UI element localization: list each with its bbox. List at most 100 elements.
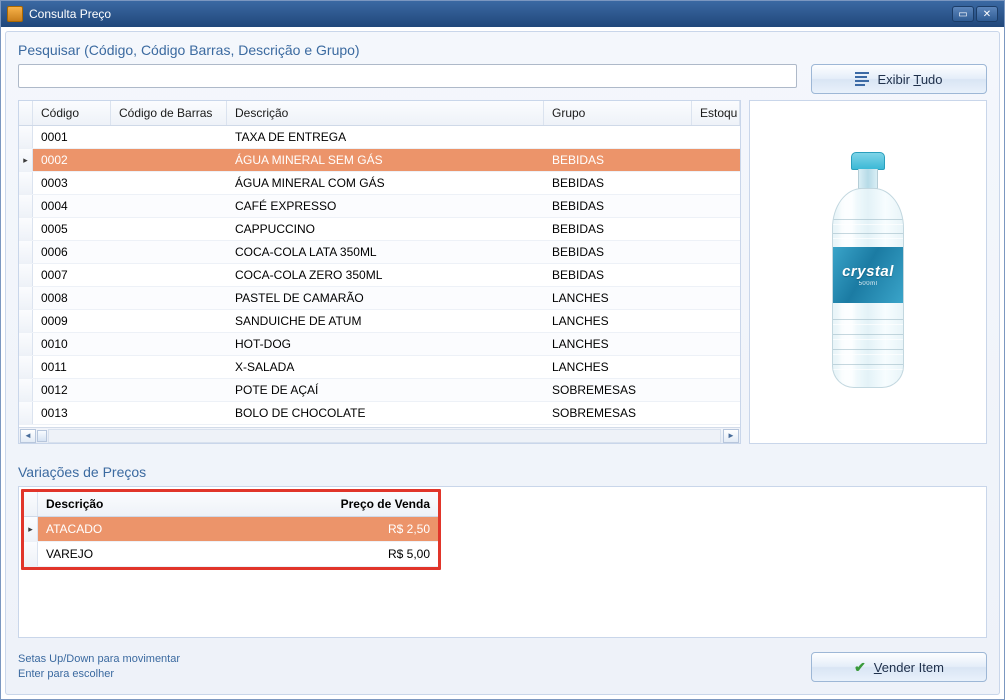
table-row[interactable]: 0011 X-SALADALANCHES [19,356,740,379]
cell-grupo: LANCHES [544,333,692,355]
titlebar[interactable]: Consulta Preço ▭ ✕ [1,1,1004,27]
cell-barras [111,264,227,286]
sell-item-button[interactable]: ✔ Vender Item [811,652,987,682]
cell-codigo: 0003 [33,172,111,194]
price-cell-descricao: VAREJO [38,542,318,566]
close-button[interactable]: ✕ [976,6,998,22]
scroll-left-button[interactable]: ◄ [20,429,36,443]
cell-grupo: BEBIDAS [544,218,692,240]
price-cell-descricao: ATACADO [38,517,318,541]
cell-estoque [692,264,740,286]
cell-estoque [692,172,740,194]
price-variations-panel: Descrição Preço de Venda ▸ATACADOR$ 2,50… [18,486,987,638]
col-estoque[interactable]: Estoqu [692,101,740,125]
products-grid[interactable]: Código Código de Barras Descrição Grupo … [18,100,741,444]
row-indicator [19,126,33,148]
cell-descricao: CAPPUCCINO [227,218,544,240]
row-indicator [19,195,33,217]
horizontal-splitter[interactable] [18,450,987,456]
cell-descricao: SANDUICHE DE ATUM [227,310,544,332]
cell-codigo: 0002 [33,149,111,171]
cell-codigo: 0009 [33,310,111,332]
price-grid[interactable]: Descrição Preço de Venda ▸ATACADOR$ 2,50… [21,489,441,570]
table-row[interactable]: 0008PASTEL DE CAMARÃOLANCHES [19,287,740,310]
cell-codigo: 0011 [33,356,111,378]
minimize-button[interactable]: ▭ [952,6,974,22]
scroll-track[interactable] [48,429,721,443]
price-grid-header[interactable]: Descrição Preço de Venda [24,492,438,517]
cell-grupo: LANCHES [544,356,692,378]
cell-codigo: 0006 [33,241,111,263]
price-col-descricao[interactable]: Descrição [38,492,318,516]
list-icon [855,72,869,86]
price-cell-valor: R$ 5,00 [318,542,438,566]
cell-estoque [692,402,740,424]
cell-descricao: ÁGUA MINERAL SEM GÁS [227,149,544,171]
row-indicator-header [19,101,33,125]
horizontal-scrollbar[interactable]: ◄ ► [19,427,740,443]
table-row[interactable]: 0003ÁGUA MINERAL COM GÁSBEBIDAS [19,172,740,195]
table-row[interactable]: ▸0002ÁGUA MINERAL SEM GÁSBEBIDAS [19,149,740,172]
cell-descricao: POTE DE AÇAÍ [227,379,544,401]
cell-barras [111,356,227,378]
cell-barras [111,126,227,148]
price-row[interactable]: VAREJOR$ 5,00 [24,542,438,567]
cell-estoque [692,126,740,148]
product-image: crystal 500ml [828,152,908,392]
cell-grupo: SOBREMESAS [544,402,692,424]
table-row[interactable]: 0007COCA-COLA ZERO 350MLBEBIDAS [19,264,740,287]
product-brand: crystal [842,263,894,280]
table-row[interactable]: 0005CAPPUCCINOBEBIDAS [19,218,740,241]
col-codigo-barras[interactable]: Código de Barras [111,101,227,125]
row-indicator [19,241,33,263]
price-row[interactable]: ▸ATACADOR$ 2,50 [24,517,438,542]
cell-barras [111,402,227,424]
scroll-right-button[interactable]: ► [723,429,739,443]
search-input[interactable] [18,64,797,88]
grid-header[interactable]: Código Código de Barras Descrição Grupo … [19,101,740,126]
price-row-indicator-header [24,492,38,516]
client-area: Pesquisar (Código, Código Barras, Descri… [5,31,1000,695]
cell-codigo: 0008 [33,287,111,309]
table-row[interactable]: 0004CAFÉ EXPRESSOBEBIDAS [19,195,740,218]
table-row[interactable]: 0006 COCA-COLA LATA 350MLBEBIDAS [19,241,740,264]
check-icon: ✔ [854,659,866,676]
row-indicator: ▸ [19,149,33,171]
cell-grupo: BEBIDAS [544,241,692,263]
search-label: Pesquisar (Código, Código Barras, Descri… [18,42,987,58]
table-row[interactable]: 0001TAXA DE ENTREGA [19,126,740,149]
cell-estoque [692,287,740,309]
cell-estoque [692,195,740,217]
table-row[interactable]: 0010HOT-DOGLANCHES [19,333,740,356]
row-indicator [19,402,33,424]
cell-descricao: X-SALADA [227,356,544,378]
cell-descricao: CAFÉ EXPRESSO [227,195,544,217]
cell-descricao: COCA-COLA ZERO 350ML [227,264,544,286]
table-row[interactable]: 0009SANDUICHE DE ATUMLANCHES [19,310,740,333]
row-indicator [19,287,33,309]
window: Consulta Preço ▭ ✕ Pesquisar (Código, Có… [0,0,1005,700]
cell-descricao: TAXA DE ENTREGA [227,126,544,148]
cell-estoque [692,379,740,401]
app-icon [7,6,23,22]
cell-grupo [544,126,692,148]
cell-descricao: COCA-COLA LATA 350ML [227,241,544,263]
cell-grupo: LANCHES [544,287,692,309]
hint-enter: Enter para escolher [18,667,180,682]
cell-descricao: ÁGUA MINERAL COM GÁS [227,172,544,194]
table-row[interactable]: 0013BOLO DE CHOCOLATESOBREMESAS [19,402,740,425]
cell-barras [111,287,227,309]
price-col-preco[interactable]: Preço de Venda [318,492,438,516]
col-codigo[interactable]: Código [33,101,111,125]
cell-estoque [692,356,740,378]
scroll-thumb[interactable] [37,430,47,442]
cell-grupo: SOBREMESAS [544,379,692,401]
table-row[interactable]: 0012 POTE DE AÇAÍSOBREMESAS [19,379,740,402]
cell-codigo: 0012 [33,379,111,401]
cell-estoque [692,333,740,355]
cell-estoque [692,218,740,240]
price-variations-label: Variações de Preços [18,464,987,480]
show-all-button[interactable]: Exibir Tudo [811,64,987,94]
col-grupo[interactable]: Grupo [544,101,692,125]
col-descricao[interactable]: Descrição [227,101,544,125]
